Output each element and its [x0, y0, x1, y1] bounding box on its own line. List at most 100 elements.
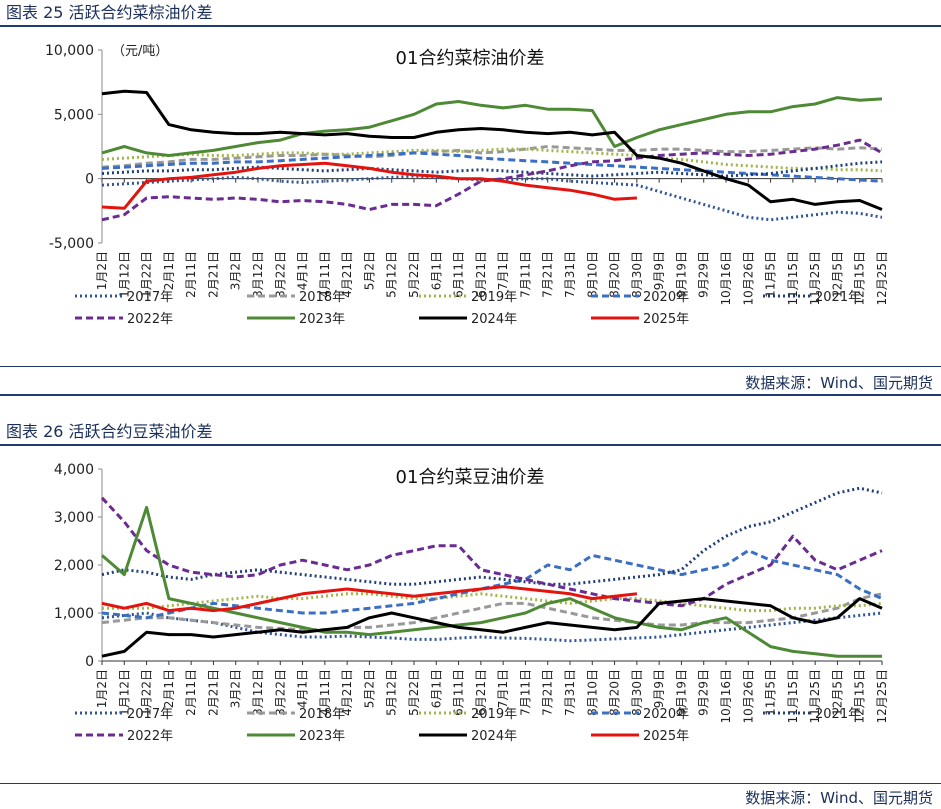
y-tick-label: 0 [85, 172, 94, 188]
x-tick-label: 7月11日 [518, 251, 532, 298]
x-tick-label: 4月11日 [318, 251, 332, 298]
y-tick-label: 0 [85, 654, 94, 670]
series-line [102, 592, 883, 613]
legend-label: 2020年 [643, 707, 689, 722]
x-tick-label: 10月16日 [719, 251, 733, 306]
source-rule [0, 366, 941, 367]
data-source: 数据来源：Wind、国元期货 [745, 789, 933, 807]
x-tick-label: 6月11日 [452, 251, 466, 298]
x-tick-label: 2月11日 [184, 669, 198, 716]
series-line [101, 89, 883, 211]
legend-label: 2017年 [127, 290, 173, 305]
x-tick-label: 5月22日 [407, 669, 421, 716]
x-tick-label: 7月1日 [496, 251, 510, 290]
y-unit-label: （元/吨） [112, 44, 168, 59]
x-tick-label: 6月21日 [474, 251, 488, 298]
legend-label: 2018年 [299, 707, 345, 722]
x-tick-label: 12月15日 [853, 251, 867, 306]
x-tick-label: 3月22日 [273, 251, 287, 298]
y-tick-label: 5,000 [54, 107, 94, 123]
x-tick-label: 8月10日 [585, 669, 599, 716]
chart-title: 01合约菜豆油价差 [396, 467, 545, 488]
series-line [101, 96, 883, 157]
y-tick-label: -5,000 [49, 236, 94, 252]
series-line [101, 151, 883, 183]
x-tick-label: 10月26日 [741, 251, 755, 306]
x-tick-label: 7月21日 [541, 669, 555, 716]
x-tick-label: 5月2日 [362, 669, 376, 708]
x-tick-label: 4月21日 [340, 251, 354, 298]
x-tick-label: 2月1日 [162, 669, 176, 708]
series-line [101, 145, 883, 169]
x-tick-label: 11月5日 [764, 251, 778, 298]
x-tick-label: 3月2日 [229, 251, 243, 290]
x-tick-label: 10月16日 [719, 669, 733, 724]
x-tick-label: 12月5日 [830, 669, 844, 716]
series-line [101, 486, 883, 586]
legend-label: 2021年 [815, 707, 861, 722]
x-tick-label: 2月21日 [206, 251, 220, 298]
x-tick-label: 2月11日 [184, 251, 198, 298]
x-tick-label: 3月12日 [251, 669, 265, 716]
x-tick-label: 11月25日 [808, 669, 822, 724]
legend-label: 2025年 [643, 312, 689, 327]
legend-label: 2019年 [471, 290, 517, 305]
source-rule [0, 783, 941, 784]
series-line [100, 496, 883, 608]
x-tick-label: 7月21日 [541, 251, 555, 298]
x-tick-label: 7月31日 [563, 251, 577, 298]
x-tick-label: 6月1日 [429, 669, 443, 708]
x-tick-label: 6月21日 [474, 669, 488, 716]
rapeseed-palm-spread-chart: -5,000 0 5,000 10,000 1月2日 1月12日 1月22日 2月1日 2月11… [45, 43, 889, 327]
x-tick-label: 5月2日 [362, 251, 376, 290]
x-tick-label: 9月29日 [697, 251, 711, 298]
series-line [101, 160, 883, 178]
series-line [101, 505, 882, 658]
x-tick-label: 2月1日 [162, 251, 176, 290]
legend-label: 2022年 [127, 729, 173, 744]
series-line [101, 585, 638, 613]
series-line [101, 147, 883, 173]
x-tick-label: 6月1日 [429, 251, 443, 290]
figure-caption: 图表 26 活跃合约豆菜油价差 [6, 422, 213, 441]
x-tick-label: 3月12日 [251, 251, 265, 298]
x-tick-label: 9月19日 [674, 251, 688, 298]
y-tick-label: 10,000 [45, 43, 94, 59]
x-tick-label: 1月22日 [140, 251, 154, 298]
y-tick-label: 2,000 [54, 558, 94, 574]
x-tick-label: 5月12日 [385, 669, 399, 716]
x-tick-label: 6月11日 [452, 669, 466, 716]
series-line [101, 138, 883, 222]
legend-label: 2024年 [471, 312, 517, 327]
x-tick-label: 9月9日 [652, 251, 666, 290]
x-tick-label: 5月12日 [385, 251, 399, 298]
series-line [101, 611, 883, 643]
data-source: 数据来源：Wind、国元期货 [745, 374, 933, 392]
x-tick-label: 11月5日 [764, 669, 778, 716]
x-tick-label: 7月11日 [518, 669, 532, 716]
section-rule [0, 394, 941, 396]
x-tick-label: 1月12日 [117, 669, 131, 716]
x-tick-label: 4月21日 [340, 669, 354, 716]
y-tick-label: 4,000 [54, 462, 94, 478]
x-tick-label: 9月19日 [674, 669, 688, 716]
y-tick-label: 3,000 [54, 510, 94, 526]
x-tick-label: 9月29日 [697, 669, 711, 716]
legend-label: 2023年 [299, 312, 345, 327]
x-tick-label: 4月1日 [296, 251, 310, 290]
legend-label: 2020年 [643, 290, 689, 305]
x-tick-label: 1月2日 [95, 251, 109, 290]
caption-rule [0, 444, 941, 446]
legend-label: 2024年 [471, 729, 517, 744]
legend-label: 2018年 [299, 290, 345, 305]
x-tick-label: 3月22日 [273, 669, 287, 716]
legend-label: 2023年 [299, 729, 345, 744]
x-tick-label: 12月25日 [875, 251, 889, 306]
series-line [101, 597, 883, 658]
x-tick-label: 4月1日 [296, 669, 310, 708]
x-tick-label: 1月12日 [117, 251, 131, 298]
legend-label: 2025年 [643, 729, 689, 744]
x-tick-label: 12月5日 [830, 251, 844, 298]
legend-label: 2019年 [471, 707, 517, 722]
x-tick-label: 11月15日 [786, 251, 800, 306]
